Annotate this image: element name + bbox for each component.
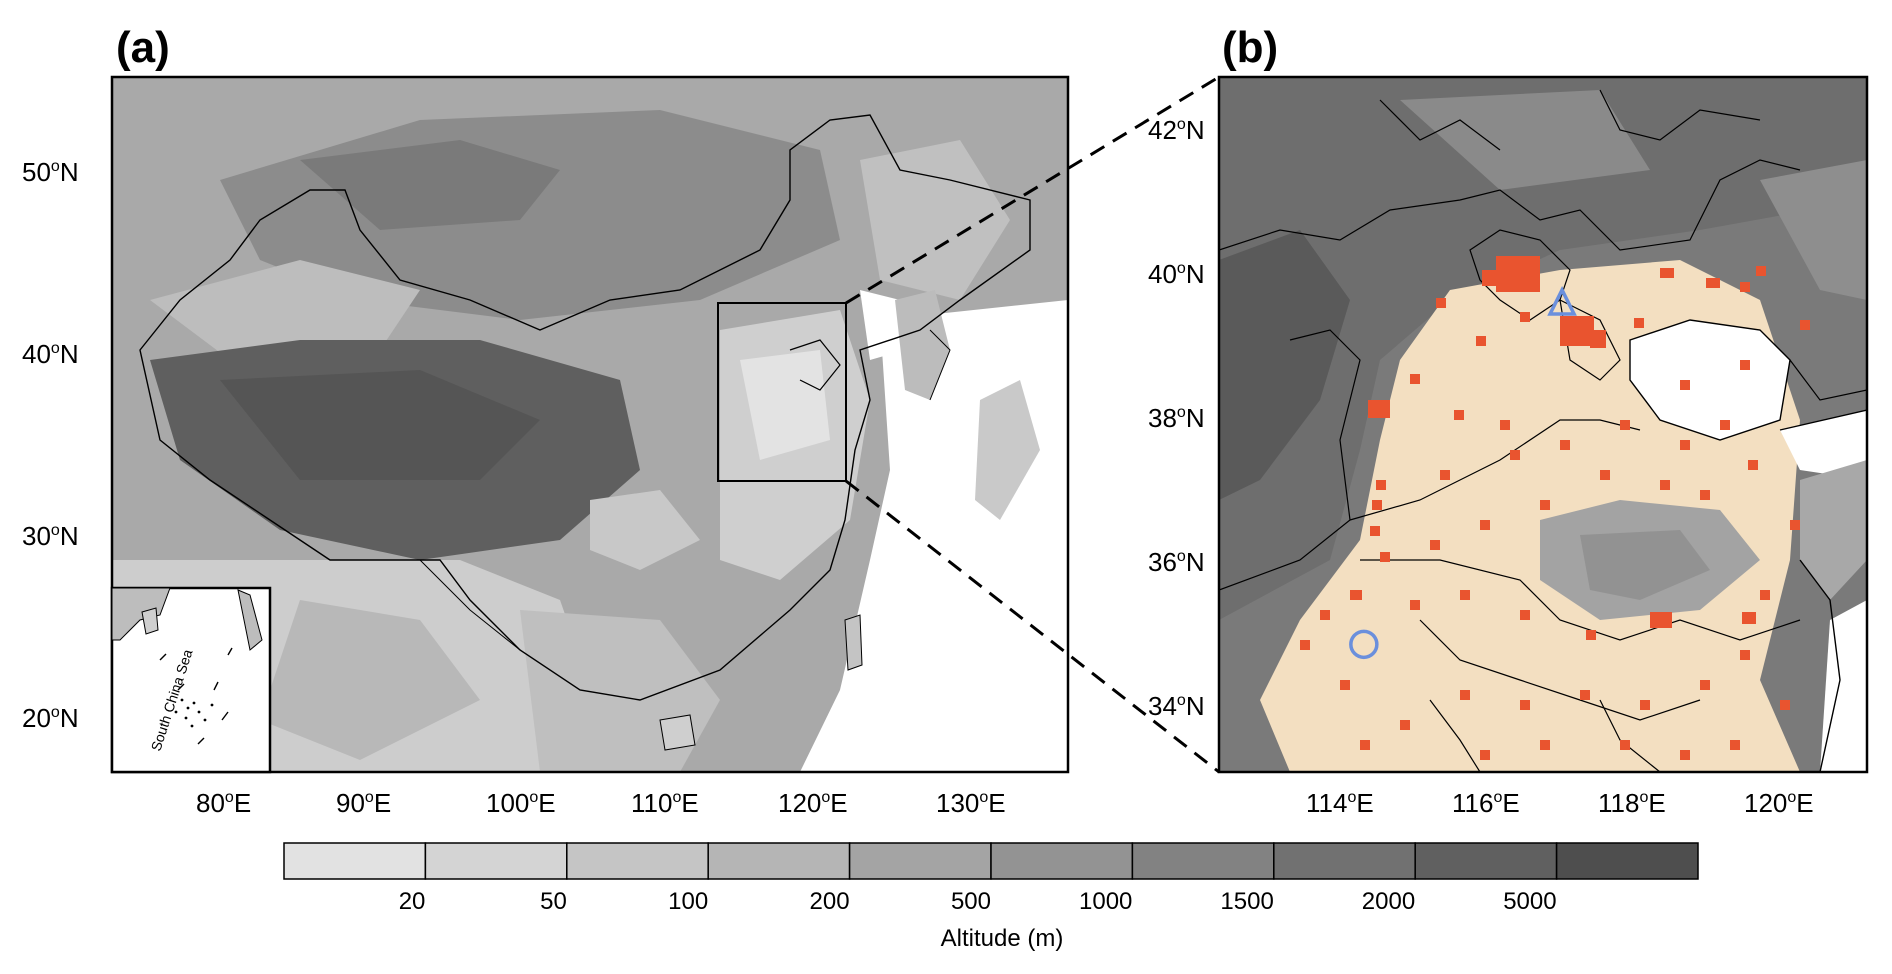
station-marker-circle xyxy=(1349,629,1379,660)
panel-b-lon-labels: 114oE 116oE 118oE 120oE xyxy=(1306,788,1814,818)
lon-label-b-114: 114oE xyxy=(1306,788,1374,818)
station-marker-triangle xyxy=(1547,286,1577,316)
lat-label-a-20: 20oN xyxy=(22,703,79,733)
panel-a-map xyxy=(112,77,1068,772)
colorbar-bin xyxy=(424,842,568,880)
lon-label-a-80: 80oE xyxy=(196,788,251,818)
colorbar-bin xyxy=(707,842,851,880)
zoom-connector-bottom xyxy=(845,479,1220,774)
south-china-sea-inset: South China Sea xyxy=(110,586,272,774)
panel-b-frame xyxy=(1217,75,1869,774)
lon-label-a-90: 90oE xyxy=(336,788,391,818)
panel-b-label: (b) xyxy=(1222,23,1278,72)
lat-label-b-42: 42oN xyxy=(1148,115,1205,145)
panel-a-lat-labels: 50oN 40oN 30oN 20oN xyxy=(22,157,79,733)
lat-label-a-40: 40oN xyxy=(22,339,79,369)
zoom-region-box xyxy=(717,302,847,482)
colorbar-tick-label: 1000 xyxy=(1079,888,1132,915)
zoom-connector-top xyxy=(845,75,1220,305)
colorbar-bin xyxy=(1273,842,1416,880)
lon-label-a-100: 100oE xyxy=(486,788,556,818)
panel-a-frame xyxy=(110,75,1070,774)
lat-label-b-38: 38oN xyxy=(1148,403,1205,433)
urban-areas xyxy=(1300,256,1810,760)
panel-a-lon-labels: 80oE 90oE 100oE 110oE 120oE 130oE xyxy=(196,788,1006,818)
lon-label-b-120: 120oE xyxy=(1744,788,1814,818)
colorbar-tick-label: 2000 xyxy=(1362,888,1415,915)
lon-label-a-120: 120oE xyxy=(778,788,848,818)
colorbar-bin xyxy=(1555,842,1699,880)
colorbar-bin xyxy=(1131,842,1275,880)
lat-label-b-36: 36oN xyxy=(1148,547,1205,577)
lat-label-a-50: 50oN xyxy=(22,157,79,187)
colorbar-tick-label: 100 xyxy=(668,888,708,915)
panel-b-lat-labels: 42oN 40oN 38oN 36oN 34oN xyxy=(1148,115,1205,721)
colorbar-bin xyxy=(990,842,1134,880)
colorbar-title: Altitude (m) xyxy=(941,925,1064,952)
colorbar-bin xyxy=(848,842,992,880)
colorbar-bin xyxy=(1414,842,1558,880)
lon-label-a-130: 130oE xyxy=(936,788,1006,818)
colorbar-tick-label: 1500 xyxy=(1220,888,1273,915)
colorbar-tick-label: 50 xyxy=(540,888,567,915)
colorbar-tick-label: 20 xyxy=(399,888,426,915)
lon-label-b-118: 118oE xyxy=(1598,788,1666,818)
colorbar-tick-label: 200 xyxy=(810,888,850,915)
panel-b-map xyxy=(1219,77,1867,772)
colorbar-bin xyxy=(283,842,427,880)
lat-label-b-40: 40oN xyxy=(1148,259,1205,289)
panel-a-label: (a) xyxy=(116,23,170,72)
colorbar-tick-label: 5000 xyxy=(1503,888,1556,915)
lat-label-a-30: 30oN xyxy=(22,521,79,551)
lat-label-b-34: 34oN xyxy=(1148,691,1205,721)
altitude-colorbar: 20 50 100 200 500 1000 1500 2000 5000 xyxy=(283,842,1699,915)
colorbar-tick-label: 500 xyxy=(951,888,991,915)
lon-label-a-110: 110oE xyxy=(631,788,699,818)
lon-label-b-116: 116oE xyxy=(1452,788,1520,818)
colorbar-bin xyxy=(566,842,709,880)
